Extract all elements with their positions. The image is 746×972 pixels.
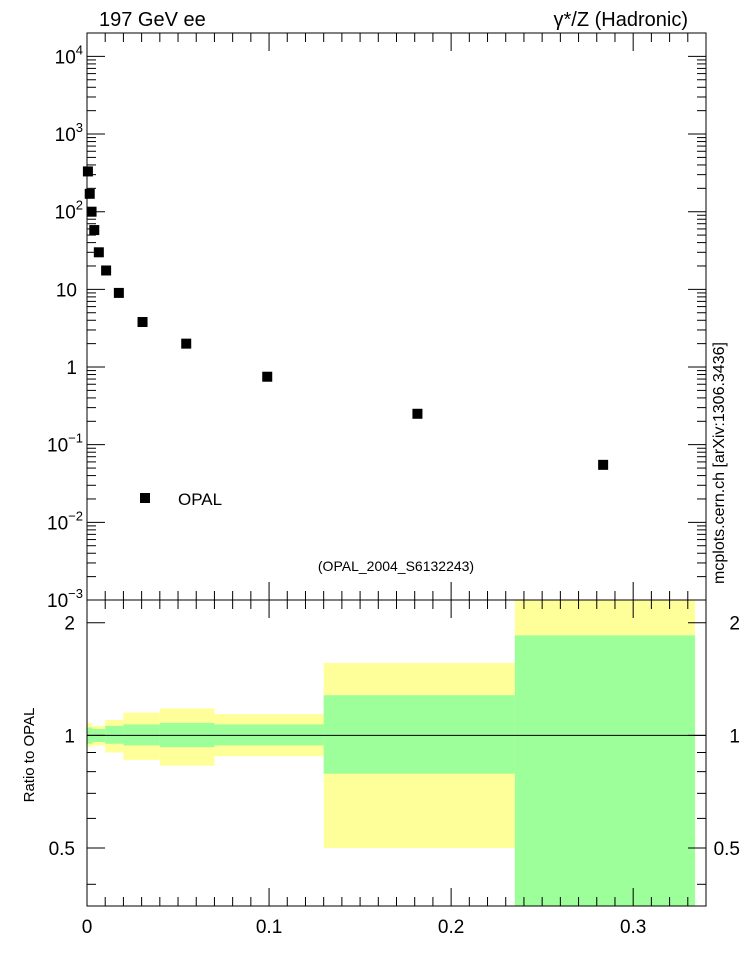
- y-tick-label: 104: [55, 42, 83, 68]
- y-tick-label-exponent: −1: [68, 431, 83, 446]
- y-tick-label: 10−3: [47, 586, 83, 612]
- y-tick-label-base: 10: [56, 280, 77, 301]
- ratio-x-tick-label: 0: [82, 917, 93, 938]
- main-x-axis-ticks: [86, 33, 707, 600]
- data-point: [82, 166, 93, 177]
- y-tick-label-base: 10: [47, 513, 68, 534]
- y-tick-label: 10−2: [47, 508, 83, 534]
- y-tick-label-base: 10: [55, 125, 76, 146]
- ratio-plot-panel: 0.5 0.5 1 1 2 2 0 0.1 0.2 0.3 Ratio to OPAL: [21, 599, 740, 938]
- y-tick-label: 10−1: [47, 431, 83, 457]
- ratio-y-axis: 0.5 0.5 1 1 2 2: [49, 614, 740, 885]
- ratio-inner-bands: [87, 635, 696, 906]
- ratio-inner-band: [105, 725, 124, 744]
- ratio-y-tick-label-right: 1: [729, 726, 740, 747]
- side-source-label: mcplots.cern.ch [arXiv:1306.3436]: [711, 342, 728, 584]
- ratio-x-tick-label: 0.2: [438, 917, 464, 938]
- data-point: [86, 206, 97, 217]
- y-tick-label-base: 10: [55, 47, 76, 68]
- analysis-watermark: (OPAL_2004_S6132243): [318, 558, 474, 574]
- data-point: [101, 265, 112, 276]
- y-tick-label-base: 10: [47, 436, 68, 457]
- y-tick-label-base: 10: [55, 203, 76, 224]
- y-tick-label: 10: [56, 280, 77, 301]
- y-tick-label-exponent: 3: [76, 120, 83, 135]
- ratio-y-tick-label-right: 0.5: [714, 839, 740, 860]
- data-point: [412, 408, 423, 419]
- y-tick-label-exponent: 2: [76, 198, 83, 213]
- y-tick-label-exponent: 4: [76, 42, 83, 57]
- legend-label-opal: OPAL: [178, 490, 222, 509]
- opal-data-points: [82, 166, 609, 470]
- legend-marker-opal: [140, 493, 150, 503]
- legend: OPAL: [140, 490, 222, 509]
- data-point: [137, 316, 148, 327]
- ratio-y-axis-label: Ratio to OPAL: [21, 708, 38, 803]
- data-point: [598, 459, 609, 470]
- data-point: [89, 225, 100, 236]
- data-point: [181, 338, 192, 349]
- ratio-y-tick-label: 1: [64, 726, 75, 747]
- ratio-x-tick-label: 0.1: [256, 917, 282, 938]
- main-plot-frame: [86, 32, 707, 601]
- y-tick-label-exponent: −3: [68, 586, 83, 601]
- ratio-y-tick-label-right: 2: [729, 614, 740, 635]
- ratio-x-tick-label: 0.3: [620, 917, 646, 938]
- title-right: γ*/Z (Hadronic): [554, 9, 688, 31]
- data-point: [84, 188, 95, 199]
- y-tick-label: 103: [55, 120, 83, 146]
- data-point: [113, 287, 124, 298]
- data-point: [93, 247, 104, 258]
- y-tick-label-exponent: −2: [68, 508, 83, 523]
- data-point: [262, 371, 273, 382]
- ratio-inner-band: [323, 695, 515, 774]
- y-tick-label-base: 10: [47, 591, 68, 612]
- ratio-y-tick-label: 0.5: [49, 839, 75, 860]
- title-left: 197 GeV ee: [99, 9, 206, 31]
- ratio-y-tick-label: 2: [64, 614, 75, 635]
- ratio-x-axis: 0 0.1 0.2 0.3: [82, 600, 707, 938]
- y-tick-label-base: 1: [66, 358, 77, 379]
- ratio-inner-band: [514, 635, 696, 906]
- y-tick-label: 1: [66, 358, 77, 379]
- y-tick-label: 102: [55, 198, 83, 224]
